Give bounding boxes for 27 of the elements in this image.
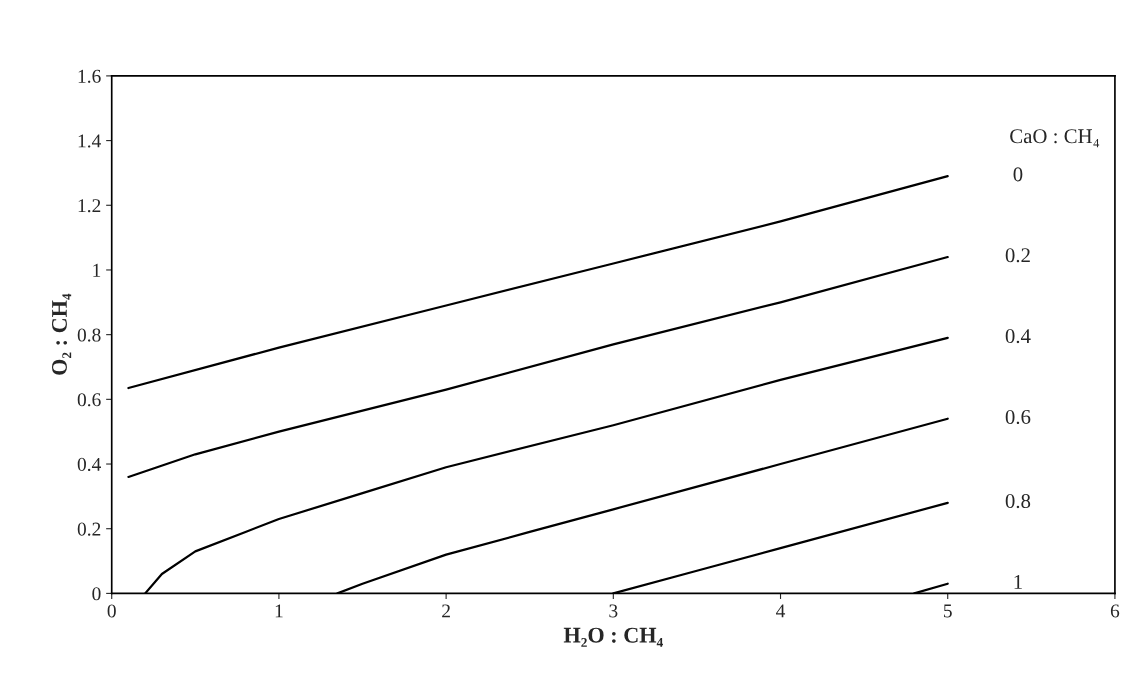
y-tick-label: 0.4	[77, 457, 101, 472]
y-tick-label: 0.6	[77, 393, 101, 407]
text: 0.6	[1005, 409, 1031, 425]
y-tick-label: 1.4	[78, 134, 101, 148]
x-tick-label: 1	[275, 604, 283, 618]
text: 0.8	[1005, 493, 1031, 509]
text: 1	[1014, 574, 1022, 589]
x-tick-label: 6	[1110, 604, 1120, 618]
legend-title: CaO : CH₄	[1010, 129, 1100, 148]
line-series	[127, 175, 949, 390]
x-axis-title: H₂O : CH₄	[563, 627, 663, 647]
line-series	[127, 255, 949, 479]
y-tick-label: 0	[92, 587, 101, 601]
x-tick-label: 2	[442, 604, 450, 618]
y-tick-label: 1	[93, 263, 101, 277]
x-tick-label: 3	[609, 604, 618, 618]
x-tick-label: 5	[943, 604, 952, 618]
text: 0.4	[1005, 329, 1031, 344]
y-tick-label: 1.2	[78, 199, 101, 213]
text: 0.2	[1005, 248, 1030, 263]
y-tick-label: 0.8	[77, 328, 101, 342]
text: 0	[1013, 167, 1023, 182]
x-tick-label: 4	[776, 604, 786, 618]
x-tick-label: 0	[107, 604, 116, 618]
y-tick-label: 0.2	[77, 522, 101, 536]
y-tick-label: 1.6	[78, 69, 101, 83]
y-axis-title: O₂ : CH₄	[51, 293, 72, 375]
